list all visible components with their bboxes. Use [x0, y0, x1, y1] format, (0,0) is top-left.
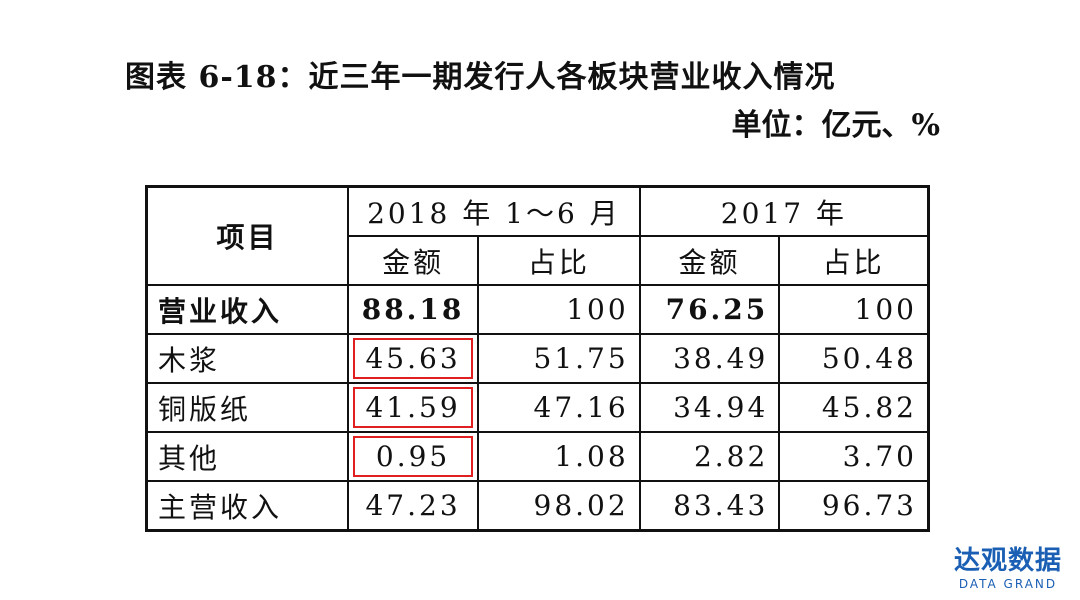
- header-cell: 2017 年: [638, 185, 930, 237]
- header-cell: 金额: [638, 235, 781, 286]
- table-row: 铜版纸 41.59 47.16 34.94 45.82: [145, 382, 930, 433]
- title: 图表 6-18：近三年一期发行人各板块营业收入情况: [125, 60, 836, 95]
- row-label: 铜版纸: [145, 382, 350, 433]
- cell: 47.23: [347, 480, 480, 532]
- unit: 单位：亿元、%: [731, 108, 940, 143]
- row-label: 木浆: [145, 333, 350, 384]
- cell: 2.82: [638, 431, 781, 482]
- header-cell: 2018 年 1～6 月: [347, 185, 641, 237]
- cell: 100: [477, 284, 641, 335]
- row-label: 其他: [145, 431, 350, 482]
- row-label: 主营收入: [145, 480, 350, 532]
- cell: 45.82: [778, 382, 930, 433]
- row-label: 营业收入: [145, 284, 350, 335]
- cell: 83.43: [638, 480, 781, 532]
- cell: 38.49: [638, 333, 781, 384]
- table-row: 其他 0.95 1.08 2.82 3.70: [145, 431, 930, 482]
- table: 项目 2018 年 1～6 月 2017 年 金额 占比 金额 占比 营业收入 88.1…: [145, 185, 930, 532]
- cell: 34.94: [638, 382, 781, 433]
- table-row: 木浆 45.63 51.75 38.49 50.48: [145, 333, 930, 384]
- table-row: 营业收入 88.18 100 76.25 100: [145, 284, 930, 335]
- header-cell: 项目: [145, 185, 350, 286]
- cell: 1.08: [477, 431, 641, 482]
- cell: 41.59: [347, 382, 480, 433]
- table-row: 主营收入 47.23 98.02 83.43 96.73: [145, 480, 930, 532]
- cell: 3.70: [778, 431, 930, 482]
- highlight-box: [353, 436, 474, 477]
- cell: 47.16: [477, 382, 641, 433]
- cell: 76.25: [638, 284, 781, 335]
- cell: 45.63: [347, 333, 480, 384]
- highlight-box: [353, 387, 474, 428]
- logo-name: 达观数据: [953, 546, 1062, 576]
- cell: 88.18: [347, 284, 480, 335]
- highlight-box: [353, 338, 474, 379]
- cell: 51.75: [477, 333, 641, 384]
- logo: 达观数据 DATA GRAND: [954, 540, 1062, 591]
- cell: 96.73: [778, 480, 930, 532]
- logo-subtitle: DATA GRAND: [958, 577, 1058, 591]
- header-cell: 金额: [347, 235, 480, 286]
- header-cell: 占比: [778, 235, 930, 286]
- header-cell: 占比: [477, 235, 641, 286]
- cell: 0.95: [347, 431, 480, 482]
- cell: 50.48: [778, 333, 930, 384]
- cell: 98.02: [477, 480, 641, 532]
- cell: 100: [778, 284, 930, 335]
